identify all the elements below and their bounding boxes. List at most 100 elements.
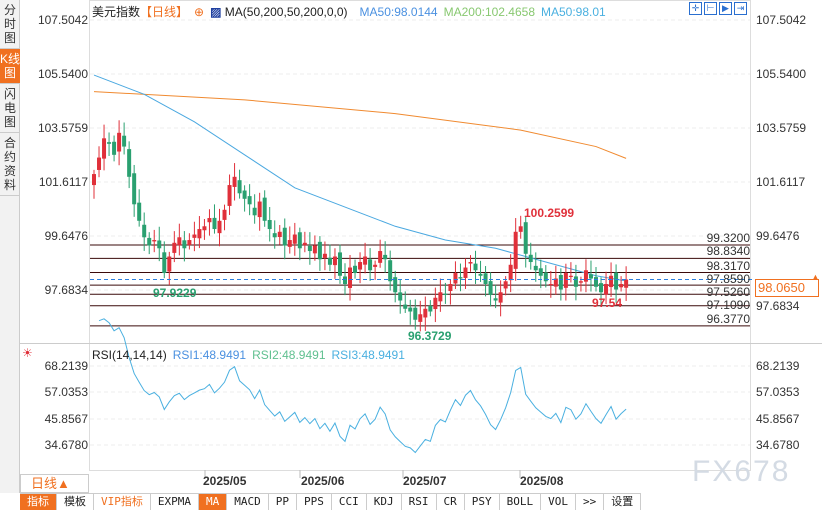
add-icon[interactable]: ⊕ — [194, 5, 205, 19]
rsi-header: RSI(14,14,14) RSI1:48.9491 RSI2:48.9491 RSI… — [92, 348, 411, 362]
candle-body — [373, 264, 378, 267]
toolbar-tab[interactable]: 设置 — [604, 494, 642, 510]
candle-body — [619, 284, 624, 288]
zoom-left-icon[interactable]: ⊢ — [704, 2, 717, 15]
candle-body — [448, 284, 453, 292]
toolbar-tab[interactable]: BOLL — [500, 494, 542, 510]
candle-body — [302, 242, 307, 246]
rsi-title: RSI(14,14,14) — [92, 348, 167, 362]
ma200-value: MA200:102.4658 — [443, 5, 535, 19]
candle-body — [242, 190, 247, 199]
candle-body — [348, 267, 353, 288]
candle-body — [383, 254, 388, 260]
period-button[interactable]: 日线▲ — [20, 474, 89, 493]
level-label: 98.3170 — [706, 258, 750, 273]
toolbar-tab[interactable]: VIP指标 — [94, 494, 151, 510]
crosshair-icon[interactable]: ✛ — [689, 2, 702, 15]
toolbar-tab[interactable]: MA — [199, 494, 228, 510]
candle-body — [573, 276, 578, 287]
tab-flash[interactable]: 闪电图 — [0, 84, 20, 133]
candle-body — [212, 217, 217, 230]
plot-frame — [89, 0, 751, 471]
candle-body — [152, 240, 157, 242]
x-tick: 2025/05 — [203, 474, 247, 488]
candle-body — [132, 173, 137, 205]
candle-body — [428, 305, 433, 312]
settings-sun-icon[interactable]: ☀ — [22, 346, 33, 360]
x-tick: 2025/07 — [403, 474, 447, 488]
toolbar-tab[interactable]: 指标 — [20, 494, 57, 510]
candle-body — [478, 273, 483, 276]
caret-up-icon: ▲ — [811, 272, 820, 282]
candle-body — [528, 254, 533, 263]
ma50-value: MA50:98.0144 — [359, 5, 438, 19]
candle-body — [368, 259, 373, 271]
indicator-text: MA(50,200,50,200,0,0) — [224, 5, 348, 19]
toolbar-tab[interactable]: RSI — [402, 494, 437, 510]
toolbar-tab[interactable]: PSY — [465, 494, 500, 510]
candle-body — [378, 251, 383, 263]
price-tick: 97.6834 — [756, 299, 800, 313]
price-tick: 101.6117 — [38, 175, 88, 189]
candle-body — [172, 242, 177, 253]
candle-body — [142, 224, 147, 238]
candle-body — [127, 149, 132, 177]
x-tick: 2025/08 — [520, 474, 564, 488]
zoom-right-icon[interactable]: ▶ — [719, 2, 732, 15]
candle-body — [538, 268, 543, 276]
candle-body — [122, 135, 127, 147]
rsi-tick: 68.2139 — [756, 359, 800, 373]
toolbar-tab[interactable]: MACD — [227, 494, 269, 510]
level-label: 99.3200 — [706, 230, 750, 245]
move-end-icon[interactable]: ⇥ — [734, 2, 747, 15]
candle-body — [182, 240, 187, 249]
candle-body — [327, 257, 332, 265]
candle-body — [408, 307, 413, 312]
candle-body — [147, 237, 152, 246]
rsi1-value: RSI1:48.9491 — [172, 348, 247, 362]
candle-body — [92, 174, 96, 186]
toolbar-tab[interactable]: PP — [269, 494, 297, 510]
price-tick: 105.5400 — [756, 67, 807, 81]
price-tick: 107.5042 — [37, 13, 88, 27]
toolbar-tab[interactable]: CR — [437, 494, 465, 510]
candle-body — [503, 281, 508, 289]
toolbar-tab[interactable]: 模板 — [57, 494, 94, 510]
candle-body — [533, 265, 538, 271]
toolbar-tab[interactable]: >> — [576, 494, 605, 510]
candle-body — [232, 176, 237, 187]
toolbar-tab[interactable]: KDJ — [367, 494, 402, 510]
toolbar-tab[interactable]: EXPMA — [151, 494, 199, 510]
toolbar-tab[interactable]: VOL — [541, 494, 576, 510]
toolbar-tab[interactable]: PPS — [297, 494, 332, 510]
chart-header: 美元指数【日线】 ⊕ ▨ MA(50,200,50,200,0,0) MA50:98.… — [92, 3, 612, 20]
candle-body — [237, 180, 242, 194]
candle-body — [252, 207, 257, 216]
level-label: 97.1090 — [706, 297, 750, 312]
tab-contract-info[interactable]: 合约资料 — [0, 133, 20, 196]
candle-body — [227, 185, 232, 206]
candle-body — [413, 307, 418, 320]
candle-body — [117, 132, 122, 152]
tab-timeshare[interactable]: 分时图 — [0, 0, 20, 49]
candle-body — [433, 297, 438, 310]
current-price-box: 98.0650 — [755, 279, 819, 297]
chart-tools: ✛ ⊢ ▶ ⇥ — [689, 2, 747, 15]
candle-body — [187, 240, 192, 246]
period-label: 【日线】 — [140, 5, 189, 19]
annotation-low1: 97.9229 — [153, 286, 197, 300]
candle-body — [393, 277, 398, 293]
candle-body — [277, 231, 282, 238]
tab-kline[interactable]: K线图 — [0, 49, 20, 84]
candle-body — [568, 275, 573, 277]
price-tick: 107.5042 — [756, 13, 807, 27]
candle-body — [162, 252, 167, 274]
instrument-title: 美元指数 — [92, 5, 141, 19]
rsi-tick: 45.8567 — [44, 412, 88, 426]
candle-body — [403, 304, 408, 309]
ma200-line — [93, 91, 627, 159]
toolbar-tab[interactable]: CCI — [332, 494, 367, 510]
candle-body — [337, 252, 342, 276]
candle-body — [332, 256, 337, 266]
